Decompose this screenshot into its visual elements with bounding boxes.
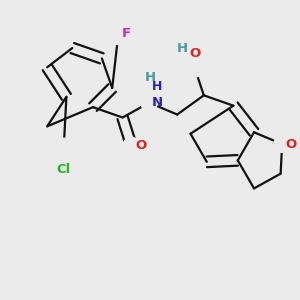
Text: H: H [145,70,156,83]
Text: F: F [122,27,131,40]
Circle shape [274,136,290,152]
Text: H: H [176,42,188,56]
Text: N: N [152,96,163,109]
Text: O: O [189,47,201,60]
Text: O: O [286,138,297,151]
Circle shape [123,137,140,154]
Text: H: H [152,80,163,93]
Text: O: O [135,139,146,152]
Circle shape [187,61,203,77]
Circle shape [110,28,126,44]
Circle shape [49,138,78,168]
Circle shape [141,94,158,111]
Text: Cl: Cl [56,163,70,176]
